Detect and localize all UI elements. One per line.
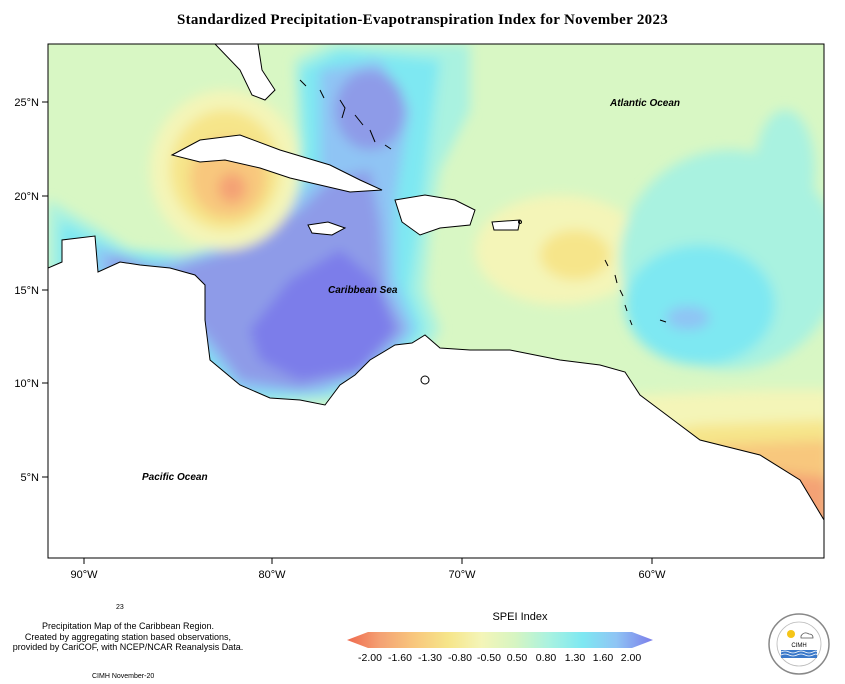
latitude-axis: 25°N 20°N 15°N 10°N 5°N xyxy=(14,97,48,484)
credit-line: Created by aggregating station based obs… xyxy=(24,631,232,642)
longitude-axis: 90°W 80°W 70°W 60°W xyxy=(70,558,666,581)
legend-tick: 1.30 xyxy=(564,652,586,664)
legend-tick: 2.00 xyxy=(620,652,642,664)
atlantic-ocean-label: Atlantic Ocean xyxy=(609,98,680,109)
lon-label: 90°W xyxy=(70,569,98,581)
logo-label: CIMH xyxy=(791,643,806,649)
lat-label: 10°N xyxy=(14,378,39,390)
legend-title: SPEI Index xyxy=(492,611,548,623)
lat-label: 20°N xyxy=(14,191,39,203)
credit-line: Precipitation Map of the Caribbean Regio… xyxy=(41,621,215,631)
legend-tick: 0.50 xyxy=(506,652,528,664)
labels-places: Atlantic Ocean Caribbean Sea Pacific Oce… xyxy=(142,98,680,483)
lon-label: 80°W xyxy=(258,569,286,581)
legend-tick: -1.30 xyxy=(418,652,442,664)
pacific-ocean-label: Pacific Ocean xyxy=(142,472,208,483)
lon-label: 60°W xyxy=(638,569,666,581)
map-title: Standardized Precipitation-Evapotranspir… xyxy=(176,12,669,28)
legend-colorbar xyxy=(347,632,653,648)
legend-tick: -0.50 xyxy=(477,652,501,664)
legend-tick: -2.00 xyxy=(358,652,382,664)
legend-tick: -0.80 xyxy=(448,652,472,664)
map-frame xyxy=(47,43,825,559)
cimh-logo-icon: CIMH xyxy=(768,613,830,675)
legend-tick: 0.80 xyxy=(535,652,557,664)
spei-field: Atlantic Ocean Caribbean Sea Pacific Oce… xyxy=(48,44,824,558)
lat-label: 25°N xyxy=(14,97,39,109)
landmass xyxy=(48,44,824,558)
lat-label: 5°N xyxy=(21,472,40,484)
small-islands xyxy=(299,79,667,385)
legend-tick: -1.60 xyxy=(388,652,412,664)
credit-text: Precipitation Map of the Caribbean Regio… xyxy=(8,621,248,653)
legend-tick: 1.60 xyxy=(592,652,614,664)
caribbean-sea-label: Caribbean Sea xyxy=(328,285,398,296)
lat-label: 15°N xyxy=(14,285,39,297)
credit-line: provided by CariCOF, with NCEP/NCAR Rean… xyxy=(12,642,244,652)
stamp-text: CIMH November-20 xyxy=(92,673,155,680)
lon-label: 70°W xyxy=(448,569,476,581)
note-number: 23 xyxy=(116,604,124,611)
